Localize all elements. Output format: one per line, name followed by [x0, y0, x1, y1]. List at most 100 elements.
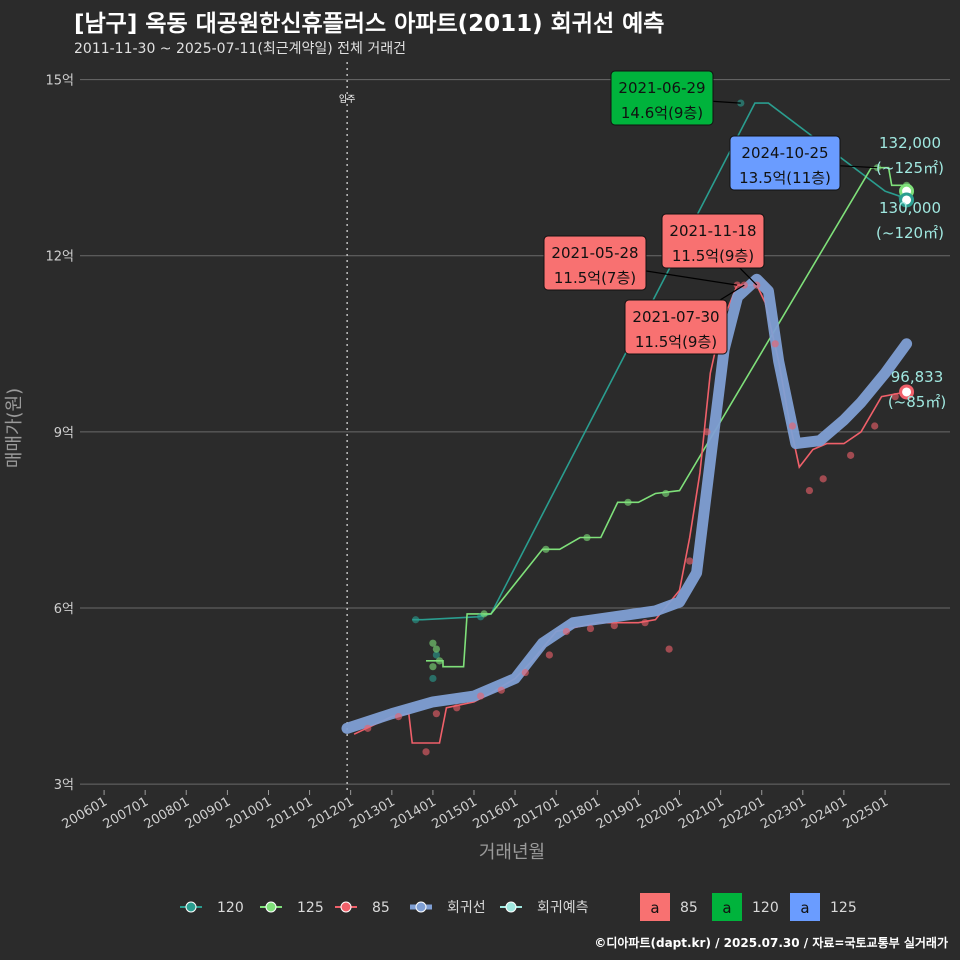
- legend-label-glyph: a: [722, 899, 731, 917]
- point-85: [477, 692, 485, 700]
- point-85: [422, 748, 430, 756]
- annotation-box: [543, 235, 647, 291]
- point-120: [432, 651, 440, 659]
- series-line-85: [353, 284, 907, 744]
- annotation-date: 2021-07-30: [632, 308, 719, 326]
- x-tick-label: 202501: [841, 794, 891, 832]
- annotation-box: [729, 135, 841, 191]
- annotation-text: 14.6억(9층): [621, 104, 703, 122]
- point-85: [733, 281, 741, 289]
- legend-label-key: [790, 893, 820, 921]
- legend-label: 125: [297, 900, 324, 916]
- annotation-box: [624, 299, 728, 355]
- annotation-text: 11.5억(7층): [554, 269, 636, 287]
- point-85: [703, 428, 711, 436]
- x-axis-ticks: 2006012007012008012009012010012011012012…: [60, 790, 891, 832]
- annotation-text: 13.5억(11층): [739, 169, 831, 187]
- point-85: [586, 624, 595, 633]
- x-tick-label: 201801: [553, 794, 603, 832]
- x-tick-label: 201901: [594, 794, 644, 832]
- legend-label-key: [712, 893, 742, 921]
- annotation-date: 2021-06-29: [618, 79, 705, 97]
- point-85: [394, 713, 403, 721]
- x-tick-label: 201601: [471, 794, 521, 832]
- legend-label: 85: [372, 900, 390, 916]
- legend-key-point: [265, 901, 277, 913]
- annotation-date: 2021-05-28: [551, 244, 638, 262]
- legend-label: 120: [217, 900, 244, 916]
- point-120: [412, 616, 420, 624]
- point-85: [847, 451, 855, 459]
- point-125: [435, 657, 444, 665]
- x-tick-label: 201101: [265, 794, 315, 832]
- point-125: [432, 645, 440, 653]
- point-85: [665, 645, 673, 653]
- y-axis-ticks: 3억 6억 9억 12억 15억: [45, 74, 74, 794]
- regression-band: [341, 273, 913, 734]
- x-tick-label: 202401: [799, 794, 849, 832]
- legend-label: 회귀예측: [537, 900, 589, 916]
- point-85: [453, 704, 461, 712]
- x-tick-label: 202201: [717, 794, 767, 832]
- y-tick-label: 12억: [45, 250, 74, 265]
- y-tick-label: 15억: [45, 74, 74, 89]
- legend-label-glyph: a: [800, 899, 809, 917]
- forecast-point: [899, 192, 915, 208]
- end-label-area: (~85㎡): [888, 393, 946, 411]
- legend-key-point: [340, 901, 352, 913]
- point-125: [542, 545, 550, 553]
- annotation-text: 11.5억(9층): [635, 333, 717, 351]
- point-85: [891, 393, 899, 401]
- caption: ©디아파트(dapt.kr) / 2025.07.30 / 자료=국토교통부 실…: [594, 936, 948, 950]
- point-125: [873, 164, 882, 172]
- annotation-box: [610, 70, 714, 126]
- point-85: [819, 475, 827, 483]
- point-85: [545, 651, 553, 659]
- point-85: [805, 486, 814, 495]
- x-tick-label: 200801: [142, 794, 192, 832]
- x-tick-label: 201301: [347, 794, 397, 832]
- point-125: [662, 489, 670, 498]
- end-label-area: (~120㎡): [876, 224, 944, 242]
- point-125: [429, 663, 437, 671]
- x-tick-label: 202301: [758, 794, 808, 832]
- x-tick-label: 201001: [224, 794, 274, 832]
- point-85: [686, 557, 694, 565]
- point-85: [521, 668, 529, 677]
- x-axis-title: 거래년월: [479, 842, 545, 863]
- chart-subtitle: 2011-11-30 ~ 2025-07-11(최근계약일) 전체 거래건: [74, 41, 406, 57]
- end-label-price: 96,833: [891, 368, 944, 386]
- legend-label-glyph: a: [650, 899, 659, 917]
- x-tick-label: 202101: [676, 794, 726, 832]
- series-points: [364, 99, 915, 756]
- legend-label: 120: [752, 900, 779, 916]
- x-tick-label: 201401: [388, 794, 438, 832]
- point-85: [610, 622, 618, 630]
- point-85: [771, 340, 779, 348]
- chart-title: [남구] 옥동 대공원한신휴플러스 아파트(2011) 회귀선 예측: [74, 11, 665, 37]
- x-tick-label: 200601: [60, 794, 110, 832]
- regression-line: [341, 273, 913, 734]
- point-85: [497, 686, 505, 694]
- move-in-line: 입주: [339, 62, 355, 790]
- annotation-date: 2021-11-18: [669, 222, 756, 240]
- point-125: [429, 639, 437, 647]
- legend: 120 125 85 회귀선 회귀예측 a 85 a 120 a 125: [180, 893, 857, 921]
- x-tick-label: 200701: [101, 794, 151, 832]
- forecast-point: [899, 384, 915, 400]
- legend-key-point: [415, 901, 427, 913]
- point-125: [624, 498, 632, 506]
- point-125: [480, 610, 488, 618]
- point-85: [432, 710, 440, 718]
- legend-label: 85: [680, 900, 698, 916]
- y-tick-label: 3억: [54, 778, 74, 793]
- point-125: [583, 533, 591, 542]
- x-tick-label: 201201: [306, 794, 356, 832]
- y-tick-label: 9억: [54, 426, 74, 441]
- point-85: [871, 422, 879, 430]
- annotations: 2021-06-29 14.6억(9층) 2024-10-25 13.5억(11층) 2…: [543, 70, 878, 355]
- legend-key-point: [505, 901, 517, 913]
- annotation-box: [661, 213, 765, 269]
- point-85: [641, 619, 649, 627]
